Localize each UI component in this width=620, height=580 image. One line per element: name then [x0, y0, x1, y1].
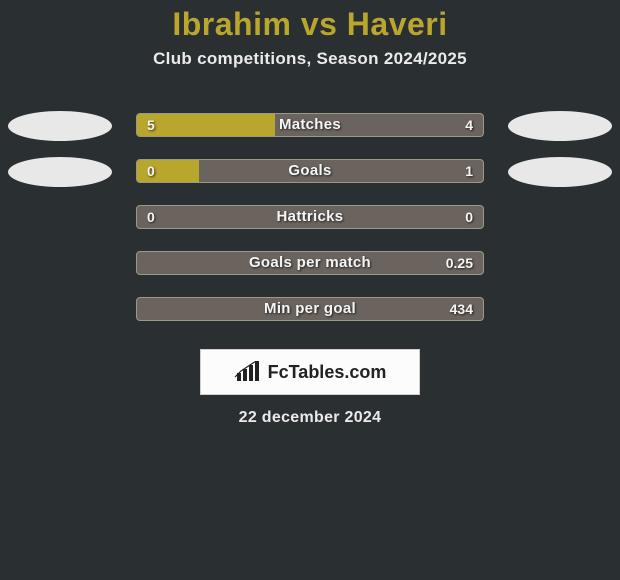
stat-track: 00Hattricks: [136, 205, 484, 229]
stat-track: 54Matches: [136, 113, 484, 137]
stat-row: 54Matches: [0, 101, 620, 147]
comparison-card: Ibrahim vs Haveri Club competitions, Sea…: [0, 6, 620, 580]
brand-text: FcTables.com: [268, 362, 387, 383]
stat-row: 434Min per goal: [0, 285, 620, 331]
stat-label: Goals: [137, 160, 483, 182]
stat-row: 01Goals: [0, 147, 620, 193]
stat-row: 0.25Goals per match: [0, 239, 620, 285]
stat-label: Hattricks: [137, 206, 483, 228]
chart-icon: [234, 361, 262, 383]
player-left-avatar-placeholder: [8, 111, 112, 141]
stat-row: 00Hattricks: [0, 193, 620, 239]
stat-track: 0.25Goals per match: [136, 251, 484, 275]
page-title: Ibrahim vs Haveri: [0, 6, 620, 43]
bars-container: 54Matches 01Goals 00Hattricks 0.25Goals per…: [0, 101, 620, 331]
snapshot-date: 22 december 2024: [0, 409, 620, 427]
page-subtitle: Club competitions, Season 2024/2025: [0, 49, 620, 69]
player-right-avatar-placeholder: [508, 111, 612, 141]
stat-label: Matches: [137, 114, 483, 136]
player-left-avatar-placeholder: [8, 157, 112, 187]
stat-track: 434Min per goal: [136, 297, 484, 321]
stat-track: 01Goals: [136, 159, 484, 183]
brand-logo[interactable]: FcTables.com: [200, 349, 420, 395]
stat-label: Goals per match: [137, 252, 483, 274]
stat-label: Min per goal: [137, 298, 483, 320]
player-right-avatar-placeholder: [508, 157, 612, 187]
